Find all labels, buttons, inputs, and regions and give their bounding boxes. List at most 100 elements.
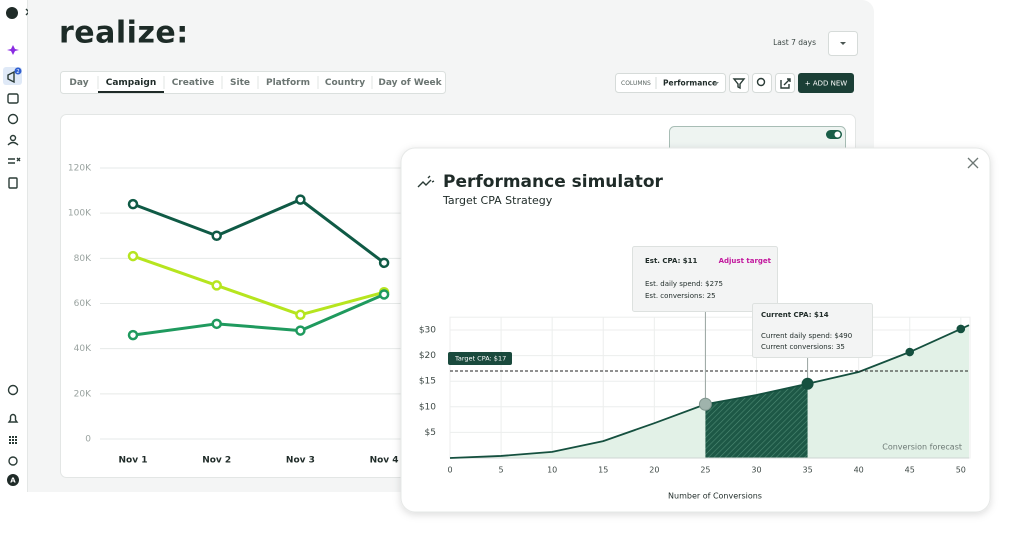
toggle-knob [834, 131, 841, 138]
tab-bar [60, 71, 446, 94]
simulator-subtitle: Target CPA Strategy [442, 194, 553, 207]
columns-caret [714, 82, 719, 85]
bell-icon[interactable] [7, 413, 19, 423]
series-line [132, 293, 385, 337]
filter-icon [732, 78, 746, 90]
rules-icon[interactable] [8, 157, 21, 164]
ai-icon[interactable] [7, 45, 19, 55]
highlight-area [705, 383, 808, 458]
tab[interactable]: Campaign [106, 78, 157, 88]
y-tick-label: $10 [419, 402, 436, 412]
date-range[interactable]: Last 7 days [773, 38, 816, 47]
report-icon[interactable] [8, 177, 18, 189]
simulator-title: Performance simulator [443, 172, 664, 192]
data-point [801, 377, 814, 390]
x-tick-label: 5 [499, 466, 504, 475]
x-tick-label: 0 [447, 466, 452, 475]
tooltip [632, 246, 778, 312]
tab[interactable]: Platform [266, 78, 310, 88]
tooltip-line: Current daily spend: $490 [761, 332, 852, 340]
data-point [211, 318, 222, 330]
org-logo[interactable] [6, 7, 18, 19]
forecast-line [449, 324, 970, 459]
tooltip-line: Current conversions: 35 [761, 343, 845, 351]
y-tick-label: 40K [74, 344, 92, 354]
badge [14, 67, 22, 75]
data-point [295, 325, 306, 336]
forecast-area [450, 325, 969, 458]
x-tick-label: 10 [547, 466, 557, 475]
dropdown-caret [840, 42, 846, 45]
y-tick-label: 60K [74, 299, 92, 309]
apps-icon[interactable] [9, 436, 17, 444]
y-tick-label: $5 [425, 428, 436, 438]
tooltip [752, 303, 873, 358]
series-line [132, 254, 385, 317]
tab[interactable]: Day [69, 78, 88, 88]
x-tick-label: 15 [598, 466, 608, 475]
add-new-button[interactable] [798, 73, 854, 93]
data-point [127, 329, 139, 341]
x-tick-label: Nov 4 [370, 456, 399, 466]
active-tab-underline [98, 91, 164, 93]
export-button[interactable] [775, 73, 795, 93]
search-button[interactable] [752, 73, 772, 93]
tooltip-line: Est. conversions: 25 [645, 292, 716, 300]
forecast-label: Conversion forecast [882, 443, 962, 452]
target-icon[interactable] [7, 113, 19, 125]
search-icon [756, 77, 766, 87]
badge-text: 2 [16, 69, 19, 75]
tooltip-action[interactable]: Adjust target [719, 257, 772, 265]
data-point [295, 309, 306, 321]
user-icon-body [7, 141, 19, 146]
help-icon[interactable] [7, 384, 19, 396]
data-point [905, 347, 915, 357]
x-tick-label: 50 [956, 466, 966, 475]
series-line [132, 198, 386, 265]
logo: realize: [59, 16, 189, 51]
avatar[interactable] [7, 474, 19, 486]
data-point [956, 324, 966, 334]
tooltip-title: Current CPA: $14 [761, 311, 829, 319]
export-icon [780, 78, 791, 89]
target-label: Target CPA: $17 [454, 354, 506, 362]
x-tick-label: 40 [854, 466, 864, 475]
y-tick-label: $20 [419, 351, 436, 361]
x-tick-label: Nov 3 [286, 456, 315, 466]
data-point [211, 230, 222, 241]
add-new-text: + ADD NEW [805, 80, 848, 88]
x-tick-label: 45 [905, 466, 915, 475]
x-axis-label: Number of Conversions [668, 492, 762, 501]
close-button[interactable] [967, 157, 979, 169]
simulator-icon [417, 175, 435, 188]
media-icon[interactable] [7, 93, 19, 104]
tab[interactable]: Country [325, 78, 365, 88]
tooltip-line: Est. daily spend: $275 [645, 280, 723, 288]
simulator-chart: $5 $10 $15 $20 $30 0 5 10 15 20 25 30 35 40 45 50 Target… [419, 246, 971, 475]
y-tick-label: 120K [68, 164, 92, 174]
y-tick-label: 100K [68, 209, 92, 219]
y-tick-label: $15 [419, 377, 436, 387]
tab[interactable]: Day of Week [378, 78, 442, 88]
campaign-icon [7, 70, 15, 84]
x-tick-label: 30 [751, 466, 761, 475]
data-point [378, 257, 390, 269]
tab[interactable]: Creative [172, 78, 215, 88]
tooltip-title: Est. CPA: $11 [645, 257, 698, 265]
user-icon[interactable] [9, 134, 17, 142]
columns-select[interactable] [615, 73, 726, 93]
x-tick-label: Nov 1 [119, 456, 148, 466]
y-tick-label: $30 [419, 326, 436, 336]
data-point [378, 289, 390, 300]
filter-button[interactable] [729, 73, 749, 93]
tab[interactable]: Site [230, 78, 250, 88]
data-point [698, 397, 712, 411]
x-tick-label: 35 [802, 466, 812, 475]
data-point [295, 194, 306, 205]
y-tick-label: 20K [74, 389, 92, 399]
settings-icon[interactable] [8, 456, 18, 466]
avatar-text: A [10, 477, 16, 485]
x-tick-label: Nov 2 [202, 456, 231, 466]
